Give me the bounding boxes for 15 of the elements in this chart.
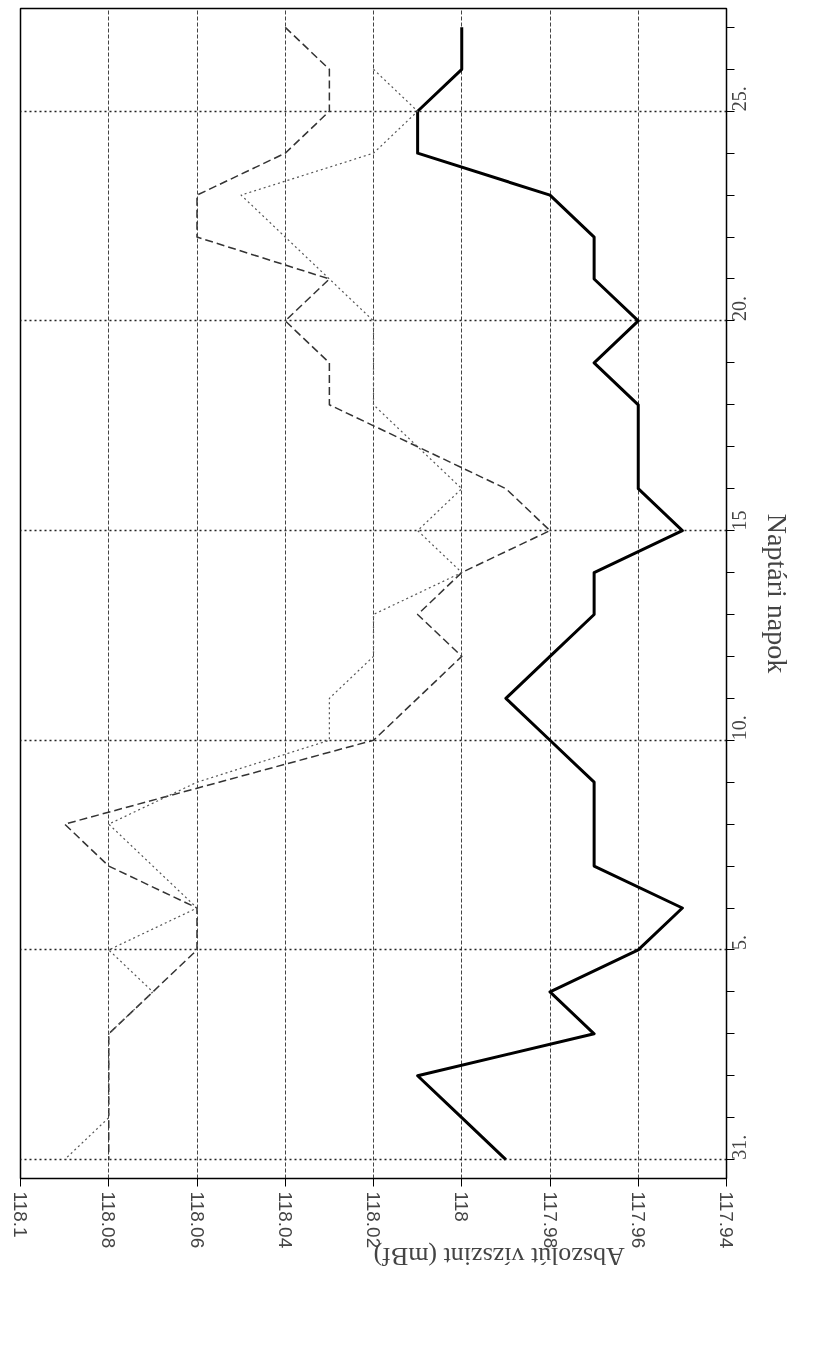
- x-tick-label: 117.94: [716, 1191, 737, 1249]
- y-tick-label: 10.: [728, 715, 751, 741]
- y-tick-label: 5.: [728, 934, 751, 950]
- y-tick-label: 25.: [728, 86, 751, 112]
- x-tick-label: 118.08: [98, 1191, 120, 1249]
- x-tick-label: 118.06: [186, 1191, 208, 1249]
- y-tick-label: 20.: [728, 295, 751, 321]
- y-axis-title: Naptári napok: [761, 513, 793, 674]
- x-tick-label: 117.96: [627, 1191, 649, 1249]
- x-tick-label: 117.98: [539, 1191, 561, 1249]
- y-tick-label: 31.: [728, 1134, 751, 1160]
- x-tick-label: 118: [451, 1191, 473, 1222]
- x-tick-label: 118.04: [274, 1191, 296, 1249]
- x-tick-label: 118.1: [10, 1191, 31, 1238]
- y-tick-label: 15: [728, 510, 751, 531]
